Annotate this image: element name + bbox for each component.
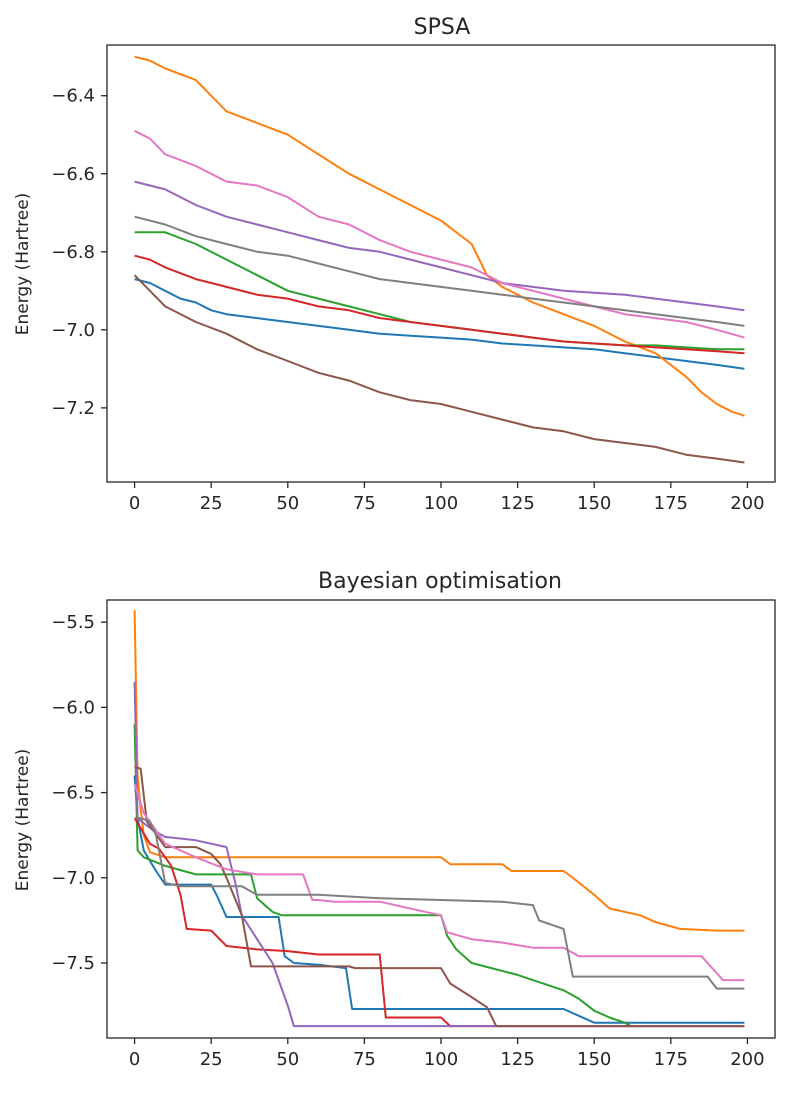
chart-title: SPSA <box>414 15 471 40</box>
x-tick-label: 175 <box>654 1049 688 1070</box>
series-line <box>133 724 745 1028</box>
series-line <box>134 817 745 990</box>
series-line <box>134 180 745 312</box>
y-tick-label: −6.5 <box>51 783 95 804</box>
x-tick-label: 200 <box>730 1049 764 1070</box>
y-tick-label: −7.0 <box>51 868 95 889</box>
x-tick-label: 150 <box>577 493 611 514</box>
x-tick-label: 150 <box>577 1049 611 1070</box>
series-line <box>134 231 745 351</box>
x-tick-label: 100 <box>424 493 458 514</box>
series-line <box>133 775 745 1024</box>
y-tick-label: −7.0 <box>51 320 95 341</box>
x-tick-label: 75 <box>353 493 376 514</box>
x-tick-label: 50 <box>276 1049 299 1070</box>
series-line <box>134 215 745 327</box>
series-line <box>133 783 745 982</box>
series-line <box>134 55 745 417</box>
plot-frame <box>106 599 776 1039</box>
x-tick-label: 0 <box>129 493 140 514</box>
x-tick-label: 0 <box>129 1049 140 1070</box>
y-tick-label: −6.8 <box>51 242 95 263</box>
x-tick-label: 100 <box>424 1049 458 1070</box>
x-tick-label: 25 <box>200 1049 223 1070</box>
x-tick-label: 75 <box>353 1049 376 1070</box>
y-tick-label: −5.5 <box>51 612 95 633</box>
y-tick-label: −6.6 <box>51 164 95 185</box>
y-tick-label: −7.2 <box>51 398 95 419</box>
series-line <box>134 766 745 1028</box>
spsa-chart: SPSA Energy (Hartree) 0 25 50 75 100 125 150 17… <box>13 15 776 514</box>
x-tick-label: 125 <box>500 1049 534 1070</box>
series-line <box>133 681 745 1028</box>
axis-ticks: 0 25 50 75 100 125 150 175 200 −5.5 −6.0 −6.5 −7.0 −7… <box>51 612 764 1070</box>
x-tick-label: 175 <box>654 493 688 514</box>
plot-frame <box>106 44 776 483</box>
series-line <box>133 817 745 1028</box>
x-tick-label: 50 <box>276 493 299 514</box>
y-tick-label: −6.0 <box>51 697 95 718</box>
bayesian-optimisation-chart: Bayesian optimisation Energy (Hartree) 0… <box>13 569 776 1070</box>
x-tick-label: 200 <box>730 493 764 514</box>
y-tick-label: −7.5 <box>51 953 95 974</box>
series-line <box>133 610 745 932</box>
x-tick-label: 125 <box>500 493 534 514</box>
y-axis-label: Energy (Hartree) <box>13 193 33 336</box>
series-lines <box>133 55 745 464</box>
axis-ticks: 0 25 50 75 100 125 150 175 200 −6.4 −6.6 −6.8 −7.0 −7… <box>51 86 764 514</box>
series-line <box>134 254 745 355</box>
y-axis-label: Energy (Hartree) <box>13 749 33 892</box>
series-line <box>134 129 745 339</box>
x-tick-label: 25 <box>200 493 223 514</box>
chart-title: Bayesian optimisation <box>318 569 562 594</box>
series-line <box>133 274 745 464</box>
y-tick-label: −6.4 <box>51 86 95 107</box>
series-line <box>134 278 745 370</box>
series-lines <box>133 610 745 1028</box>
